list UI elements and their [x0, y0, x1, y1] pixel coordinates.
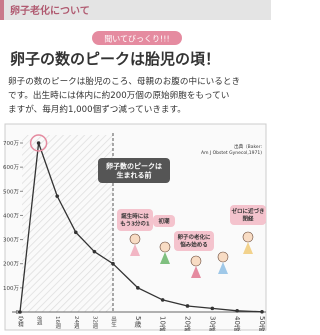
y-tick-label: 700万	[3, 140, 19, 147]
figure-head	[130, 234, 140, 244]
paragraph-line: です。出生時には体内に約200万個の原始卵胞をもってい	[8, 89, 229, 101]
x-tick-label: 20歳	[184, 316, 192, 331]
y-tick-label: 200万	[3, 261, 19, 268]
x-tick-label: 30歳	[208, 316, 216, 331]
annotation-text: 悩み始める	[179, 241, 208, 249]
x-tick-label: 16週	[54, 316, 61, 330]
header-accent	[0, 0, 4, 20]
data-point	[186, 304, 190, 308]
figure-head	[218, 252, 228, 262]
data-point	[260, 310, 264, 314]
annotation-text: 誕生時には	[121, 212, 149, 220]
annotation-text: 生まれる前	[117, 170, 152, 179]
figure-head	[191, 256, 201, 266]
data-point	[37, 141, 41, 145]
data-point	[93, 250, 97, 254]
header-title: 卵子老化について	[10, 4, 90, 17]
data-point	[235, 309, 239, 313]
paragraph-line: 卵子の数のピークは胎児のころ、母親のお腹の中にいるとき	[8, 75, 240, 87]
x-tick-label: 受精	[17, 315, 24, 329]
annotation-text: ゼロに近づき	[231, 207, 264, 215]
annotation-text: もう3分の1	[120, 220, 150, 228]
y-tick-label: 100万	[3, 285, 19, 292]
annotation-text: 初潮	[158, 217, 170, 225]
x-tick-label: 40歳	[233, 316, 241, 331]
page: 卵子老化について 聞いてびっくり!!! 卵子の数のピークは胎児の頃！ 卵子の数の…	[0, 0, 271, 331]
y-tick-label: 300万	[3, 237, 19, 244]
x-tick-label: 10歳	[159, 316, 167, 331]
data-point	[161, 298, 165, 302]
x-tick-label: 50歳	[258, 316, 266, 331]
paragraph-line: ますが、毎月約1,000個ずつ減っていきます。	[8, 103, 186, 115]
x-tick-label: 24週	[73, 316, 80, 330]
figure-head	[160, 242, 170, 252]
data-point	[18, 310, 22, 314]
data-point	[74, 231, 78, 235]
badge-text: 聞いてびっくり!!!	[104, 35, 169, 44]
annotation-text: 卵子数のピークは	[106, 161, 162, 170]
y-tick-label: 400万	[3, 212, 19, 219]
annotation-text: 閉経	[242, 215, 254, 223]
source: 出典（Baker:	[234, 143, 262, 150]
y-tick-label: 500万	[3, 188, 19, 195]
y-tick-label: 600万	[3, 164, 19, 171]
source: Am J Obstet Gynecol,1971)	[201, 150, 262, 156]
data-point	[55, 194, 59, 198]
x-tick-label: 32週	[91, 316, 98, 330]
x-tick-label: 5歳	[134, 316, 142, 328]
x-tick-label: 出生	[110, 315, 117, 328]
heading: 卵子の数のピークは胎児の頃！	[10, 50, 220, 68]
annotation-text: 卵子の老化に	[177, 233, 211, 241]
data-point	[136, 286, 140, 290]
figure-head	[243, 232, 253, 242]
data-point	[211, 307, 215, 311]
page-svg: 卵子老化について 聞いてびっくり!!! 卵子の数のピークは胎児の頃！ 卵子の数の…	[0, 0, 271, 331]
x-tick-label: 8週	[36, 316, 43, 326]
data-point	[111, 262, 115, 266]
